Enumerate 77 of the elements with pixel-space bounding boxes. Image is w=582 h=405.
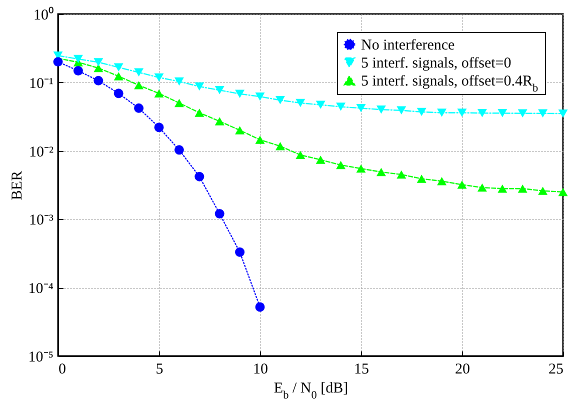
point xyxy=(194,82,204,91)
point xyxy=(114,63,124,72)
point xyxy=(235,90,245,98)
point xyxy=(437,108,447,117)
point xyxy=(558,188,568,196)
point xyxy=(457,108,467,117)
y-tick-label: 10⁰ xyxy=(34,6,54,24)
point xyxy=(498,184,508,193)
point xyxy=(477,108,487,118)
point xyxy=(376,168,386,176)
point xyxy=(336,102,346,111)
point xyxy=(255,92,265,101)
point xyxy=(114,72,124,80)
point xyxy=(376,106,386,114)
point xyxy=(154,122,164,132)
point xyxy=(316,156,326,164)
x-tick-label: 20 xyxy=(455,362,470,378)
y-tick-label: 10⁻¹ xyxy=(29,76,54,92)
point xyxy=(538,186,548,195)
point xyxy=(356,104,366,112)
point xyxy=(538,109,548,118)
x-tick-label: 15 xyxy=(354,362,369,378)
point xyxy=(396,170,406,179)
point xyxy=(154,73,164,82)
point xyxy=(477,183,487,192)
point xyxy=(518,184,528,193)
point xyxy=(194,108,204,117)
point xyxy=(498,109,508,118)
point xyxy=(275,142,285,150)
point xyxy=(134,68,144,77)
point xyxy=(154,89,164,98)
y-tick-label: 10⁻⁴ xyxy=(28,281,54,298)
point xyxy=(214,86,224,94)
point xyxy=(235,247,245,257)
point xyxy=(296,150,306,160)
y-tick-label: 10⁻³ xyxy=(29,212,54,229)
point xyxy=(255,136,265,144)
x-tick-label: 25 xyxy=(548,362,564,378)
x-tick-label: 0 xyxy=(58,362,66,378)
point xyxy=(214,209,224,219)
point xyxy=(94,58,104,66)
legend-label: 5 interf. signals, offset=0 xyxy=(361,56,512,72)
point xyxy=(194,172,204,182)
legend-label: No interference xyxy=(361,38,456,54)
point xyxy=(457,180,467,189)
y-axis-title: BER xyxy=(9,170,26,200)
point xyxy=(73,66,83,76)
point xyxy=(336,160,346,170)
point xyxy=(416,108,426,116)
point xyxy=(356,164,366,173)
point xyxy=(73,54,83,64)
point xyxy=(296,98,306,108)
point xyxy=(275,96,285,104)
point xyxy=(235,126,245,134)
point xyxy=(416,174,426,183)
point xyxy=(174,98,184,108)
point xyxy=(94,64,104,72)
y-tick-label: 10⁻⁵ xyxy=(28,350,54,366)
y-tick-label: 10⁻² xyxy=(29,144,54,160)
point xyxy=(174,145,184,155)
point xyxy=(94,76,104,86)
x-axis-title: E$_{b}$ / N$_{0}$ [dB] xyxy=(274,380,348,402)
legend-label: 5 interf. signals, offset=0.4R$_{b}$ xyxy=(361,74,538,94)
point xyxy=(134,103,144,113)
point xyxy=(174,77,184,86)
point xyxy=(518,109,528,118)
point xyxy=(396,106,406,114)
point xyxy=(558,109,568,118)
point xyxy=(53,57,63,67)
point xyxy=(316,100,326,109)
point xyxy=(134,81,144,90)
point xyxy=(214,117,224,126)
x-tick-label: 10 xyxy=(253,362,268,378)
point xyxy=(255,302,265,312)
point xyxy=(437,177,447,186)
x-tick-label: 5 xyxy=(156,362,164,378)
point xyxy=(114,88,124,98)
